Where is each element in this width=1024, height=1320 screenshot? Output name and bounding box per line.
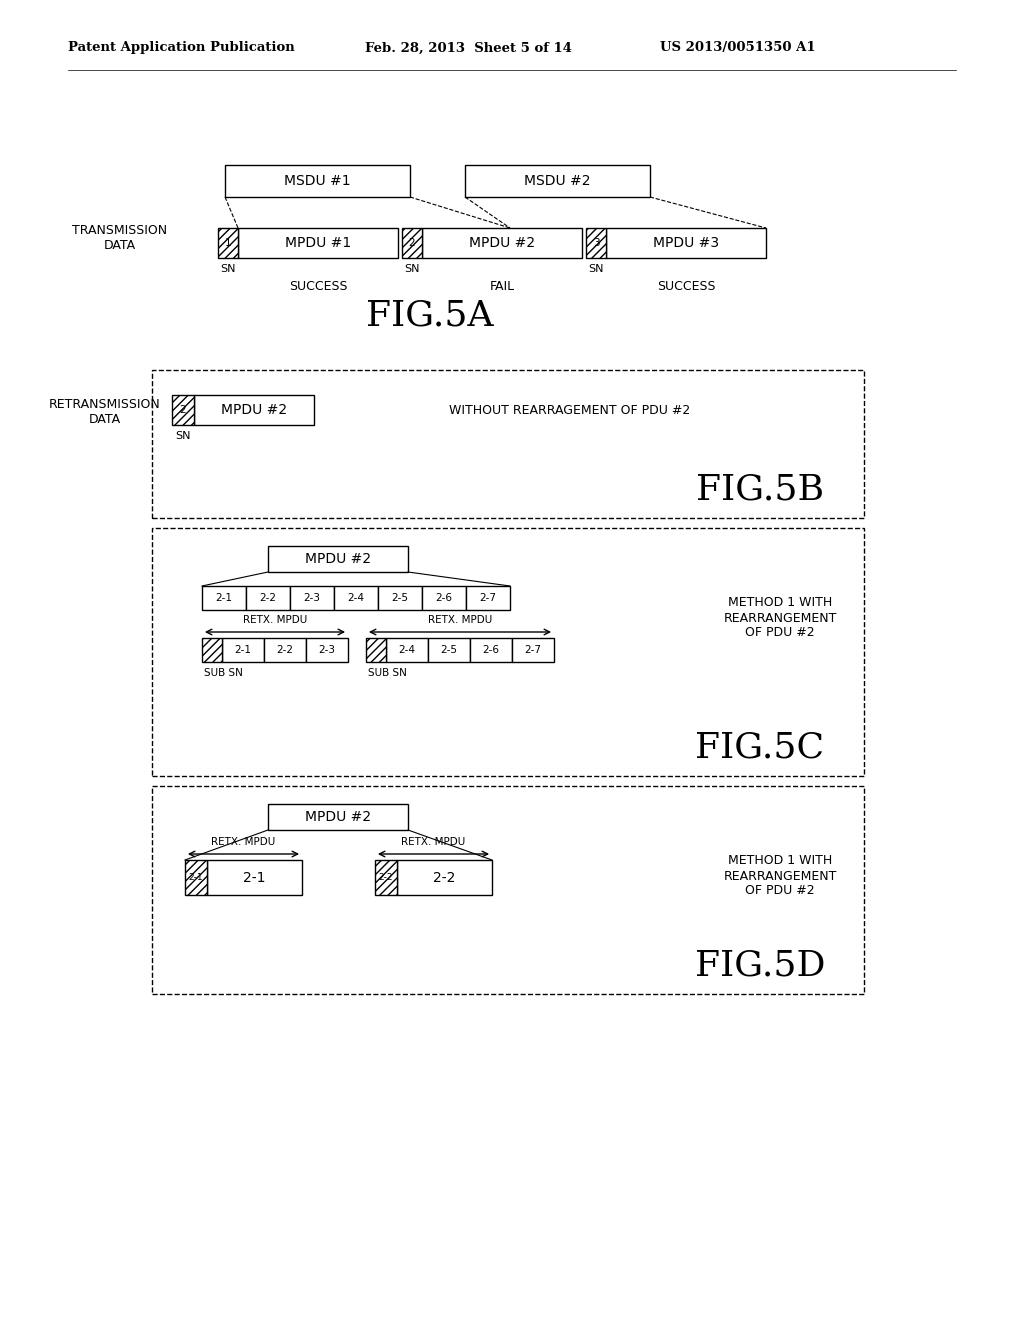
Bar [225,165,410,197]
Bar [238,228,398,257]
Text: 2-5: 2-5 [440,645,458,655]
Bar [470,638,512,663]
Bar [152,528,864,776]
Text: SUCCESS: SUCCESS [289,280,347,293]
Text: 2-2: 2-2 [276,645,294,655]
Text: 2-3: 2-3 [303,593,321,603]
Text: FIG.5C: FIG.5C [695,731,824,766]
Bar [386,638,428,663]
Bar [334,586,378,610]
Text: 2-3: 2-3 [318,645,336,655]
Text: 2-1: 2-1 [215,593,232,603]
Text: 1: 1 [224,238,231,248]
Bar [207,861,302,895]
Bar [306,638,348,663]
Bar [397,861,492,895]
Text: US 2013/0051350 A1: US 2013/0051350 A1 [660,41,816,54]
Text: RETX. MPDU: RETX. MPDU [243,615,307,624]
Text: FIG.5A: FIG.5A [367,300,494,333]
Bar [428,638,470,663]
Bar [246,586,290,610]
Text: RETX. MPDU: RETX. MPDU [211,837,275,847]
Text: 2-6: 2-6 [435,593,453,603]
Text: 2-2: 2-2 [379,873,393,882]
Bar [202,638,222,663]
Bar [378,586,422,610]
Text: MPDU #2: MPDU #2 [305,552,371,566]
Bar [222,638,264,663]
Text: MPDU #2: MPDU #2 [221,403,287,417]
Bar [422,228,582,257]
Text: METHOD 1 WITH
REARRANGEMENT
OF PDU #2: METHOD 1 WITH REARRANGEMENT OF PDU #2 [723,597,837,639]
Bar [152,370,864,517]
Bar [218,228,238,257]
Text: SN: SN [404,264,420,275]
Text: 2-7: 2-7 [524,645,542,655]
Text: METHOD 1 WITH
REARRANGEMENT
OF PDU #2: METHOD 1 WITH REARRANGEMENT OF PDU #2 [723,854,837,898]
Text: 3: 3 [593,238,599,248]
Text: 2-2: 2-2 [433,870,456,884]
Text: MPDU #2: MPDU #2 [305,810,371,824]
Text: 2: 2 [179,405,186,414]
Text: 2-7: 2-7 [479,593,497,603]
Bar [586,228,606,257]
Text: SUB SN: SUB SN [204,668,243,678]
Bar [375,861,397,895]
Text: MPDU #3: MPDU #3 [653,236,719,249]
Bar [172,395,194,425]
Text: RETX. MPDU: RETX. MPDU [428,615,493,624]
Text: 2-4: 2-4 [398,645,416,655]
Text: MPDU #2: MPDU #2 [469,236,536,249]
Bar [606,228,766,257]
Text: FAIL: FAIL [489,280,515,293]
Bar [290,586,334,610]
Text: 2-4: 2-4 [347,593,365,603]
Text: MSDU #1: MSDU #1 [285,174,351,187]
Text: FIG.5D: FIG.5D [694,949,825,983]
Text: FIG.5B: FIG.5B [696,473,824,507]
Text: 2: 2 [409,238,416,248]
Text: 2-5: 2-5 [391,593,409,603]
Text: WITHOUT REARRAGEMENT OF PDU #2: WITHOUT REARRAGEMENT OF PDU #2 [450,404,690,417]
Bar [268,804,408,830]
Text: Patent Application Publication: Patent Application Publication [68,41,295,54]
Bar [185,861,207,895]
Bar [465,165,650,197]
Text: SUCCESS: SUCCESS [656,280,715,293]
Text: 2-2: 2-2 [259,593,276,603]
Text: MPDU #1: MPDU #1 [285,236,351,249]
Bar [194,395,314,425]
Bar [402,228,422,257]
Text: SN: SN [588,264,604,275]
Text: RETRANSMISSION
DATA: RETRANSMISSION DATA [49,399,161,426]
Text: 2-1: 2-1 [188,873,204,882]
Bar [264,638,306,663]
Bar [268,546,408,572]
Text: 2-1: 2-1 [234,645,252,655]
Bar [512,638,554,663]
Text: Feb. 28, 2013  Sheet 5 of 14: Feb. 28, 2013 Sheet 5 of 14 [365,41,572,54]
Text: MSDU #2: MSDU #2 [524,174,591,187]
Text: SN: SN [220,264,236,275]
Text: 2-1: 2-1 [244,870,266,884]
Text: TRANSMISSION
DATA: TRANSMISSION DATA [73,224,168,252]
Text: SN: SN [175,432,190,441]
Bar [366,638,386,663]
Text: RETX. MPDU: RETX. MPDU [401,837,466,847]
Bar [202,586,246,610]
Text: SUB SN: SUB SN [368,668,407,678]
Bar [466,586,510,610]
Text: 2-6: 2-6 [482,645,500,655]
Bar [422,586,466,610]
Bar [152,785,864,994]
